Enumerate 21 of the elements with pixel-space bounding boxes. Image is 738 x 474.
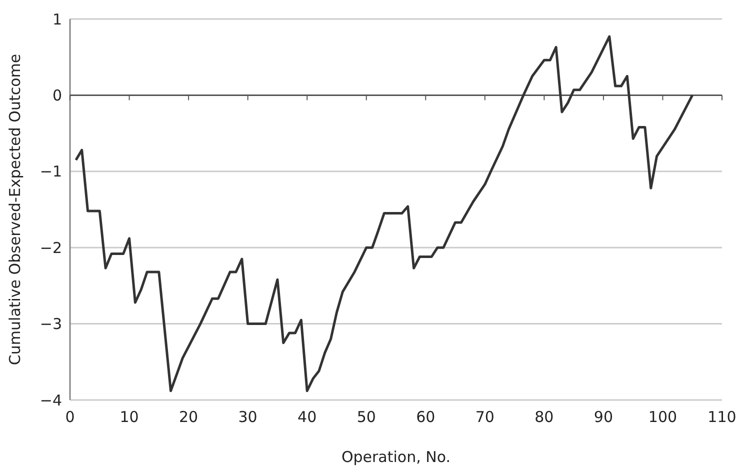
x-tick-label: 70 <box>475 408 494 426</box>
y-tick-label: 1 <box>52 10 62 28</box>
x-tick-label: 100 <box>648 408 678 426</box>
y-tick-label: 0 <box>52 86 62 104</box>
line-series <box>74 35 694 392</box>
x-axis-title: Operation, No. <box>341 448 451 466</box>
x-tick-label: 50 <box>356 408 376 426</box>
x-tick-label: 10 <box>120 408 139 426</box>
x-tick-label: 0 <box>65 408 75 426</box>
x-tick-label: 110 <box>708 408 736 426</box>
y-tick-label: −1 <box>40 162 62 181</box>
x-tick-label: 40 <box>298 408 317 426</box>
y-tick-label: −3 <box>40 315 62 334</box>
y-axis-title: Cumulative Observed-Expected Outcome <box>6 54 24 366</box>
x-tick-label: 30 <box>238 408 258 426</box>
x-tick-label: 80 <box>534 408 554 426</box>
x-tick-label: 60 <box>416 408 436 426</box>
x-tick-label: 20 <box>179 408 198 426</box>
x-tick-label: 90 <box>594 408 613 426</box>
y-tick-label: −2 <box>40 238 62 257</box>
y-tick-label: −4 <box>40 391 62 410</box>
